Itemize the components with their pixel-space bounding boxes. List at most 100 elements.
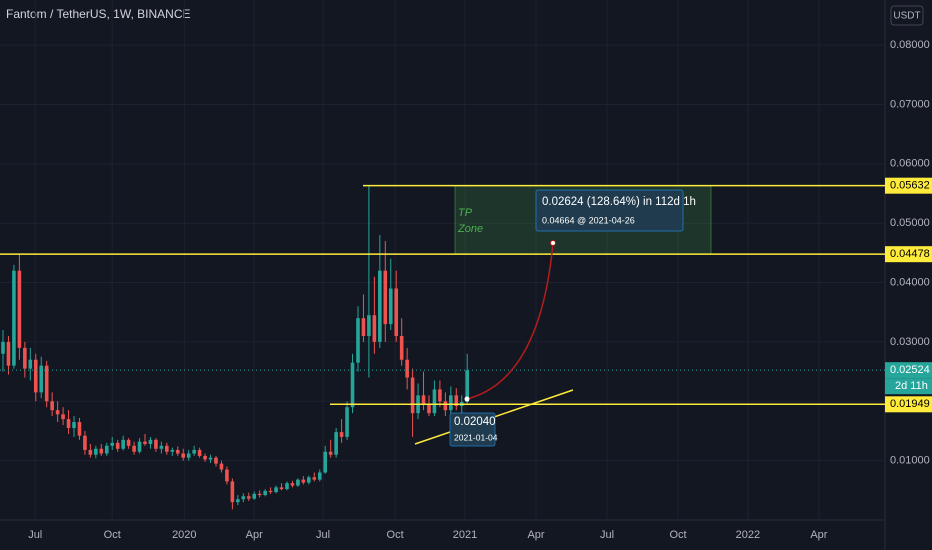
candle-body	[274, 487, 278, 493]
candle-body	[399, 335, 404, 360]
candle-body	[192, 449, 196, 454]
candle-body	[443, 401, 448, 411]
candle-body	[186, 453, 191, 458]
candle-body	[339, 432, 344, 437]
price-label: 0.02524	[890, 364, 930, 376]
candle-body	[165, 445, 169, 452]
candle-body	[83, 435, 87, 450]
level-label-bg	[885, 246, 932, 263]
level-label: 0.05632	[890, 180, 930, 192]
candle-body	[17, 270, 22, 348]
x-tick-label: Apr	[810, 529, 827, 541]
level-label: 0.01949	[890, 398, 930, 410]
x-tick-label: Jul	[316, 529, 330, 541]
candle-body	[312, 477, 317, 480]
candle-body	[72, 422, 76, 428]
candle-body	[438, 389, 442, 402]
candle-body	[307, 477, 311, 483]
candle-body	[383, 270, 388, 325]
projection-curve	[466, 242, 554, 400]
candle-body	[328, 451, 333, 455]
candle-body	[137, 441, 142, 452]
measure-box	[535, 189, 684, 232]
candle-body	[50, 401, 54, 411]
x-tick-label: Apr	[246, 529, 263, 541]
candle-body	[66, 419, 71, 428]
price-label-bg	[885, 362, 932, 379]
candle-body	[410, 377, 415, 414]
candle-body	[350, 362, 355, 408]
candle-body	[44, 365, 49, 402]
x-tick-label: 2022	[736, 529, 760, 541]
y-tick-label: 0.06000	[890, 158, 930, 170]
candle-body	[154, 439, 158, 449]
candle-body	[241, 496, 246, 500]
candle-body	[159, 445, 164, 449]
candle-body	[28, 359, 33, 369]
x-tick-label: Oct	[669, 529, 686, 541]
y-tick-label: 0.01000	[890, 455, 930, 467]
candle-body	[23, 347, 27, 369]
y-tick-label: 0.08000	[890, 39, 930, 51]
candle-body	[388, 288, 393, 325]
candle-body	[449, 395, 453, 411]
candle-body	[367, 315, 371, 336]
candle-body	[334, 432, 338, 455]
x-tick-label: Apr	[527, 529, 544, 541]
candle-body	[432, 389, 437, 414]
candle-body	[115, 442, 120, 449]
candle-body	[285, 483, 289, 490]
candle-body	[219, 463, 224, 470]
countdown: 2d 11h	[895, 380, 928, 392]
candle-body	[290, 483, 295, 486]
start-text: 2021-01-04	[454, 432, 498, 442]
candle-body	[323, 451, 328, 473]
candle-body	[203, 455, 207, 460]
candle-body	[301, 479, 306, 483]
candle-body	[126, 439, 131, 446]
candle-body	[263, 490, 267, 496]
start-box	[449, 412, 496, 447]
point	[464, 396, 470, 402]
candle-body	[55, 410, 60, 415]
currency-button[interactable]	[890, 5, 924, 26]
candle-body	[104, 445, 109, 454]
candle-body	[279, 487, 284, 490]
candle-body	[394, 288, 399, 336]
y-tick-label: 0.05000	[890, 217, 930, 229]
candle-body	[246, 496, 251, 499]
candle-body	[148, 439, 153, 445]
x-tick-label: Oct	[387, 529, 404, 541]
candle-body	[257, 493, 262, 496]
candle-body	[454, 395, 459, 407]
countdown-bg	[885, 378, 932, 395]
candle-body	[175, 449, 180, 454]
candle-body	[361, 318, 366, 336]
tp-label: TP	[458, 207, 473, 219]
level-label-bg	[885, 177, 932, 194]
candle-body	[356, 318, 360, 363]
candle-body	[197, 449, 202, 456]
candle-body	[61, 414, 65, 420]
x-tick-label: 2020	[172, 529, 196, 541]
candle-body	[132, 445, 136, 452]
measure-text: 0.04664 @ 2021-04-26	[542, 215, 635, 225]
chart-title: Fantom / TetherUS, 1W, BINANCE	[6, 7, 191, 21]
candle-body	[372, 315, 377, 342]
y-tick-label: 0.03000	[890, 336, 930, 348]
level-label-bg	[885, 396, 932, 413]
candle-body	[1, 341, 5, 354]
x-tick-label: 2021	[453, 529, 477, 541]
candle-body	[99, 448, 104, 454]
candle-body	[214, 457, 218, 464]
candle-body	[12, 270, 16, 366]
candle-body	[345, 407, 349, 437]
candle-body	[6, 341, 11, 366]
candle-body	[121, 439, 125, 449]
candle-body	[39, 365, 44, 393]
candle-body	[33, 359, 38, 393]
y-tick-label: 0.07000	[890, 98, 930, 110]
x-tick-label: Jul	[28, 529, 42, 541]
candle-body	[421, 395, 426, 405]
